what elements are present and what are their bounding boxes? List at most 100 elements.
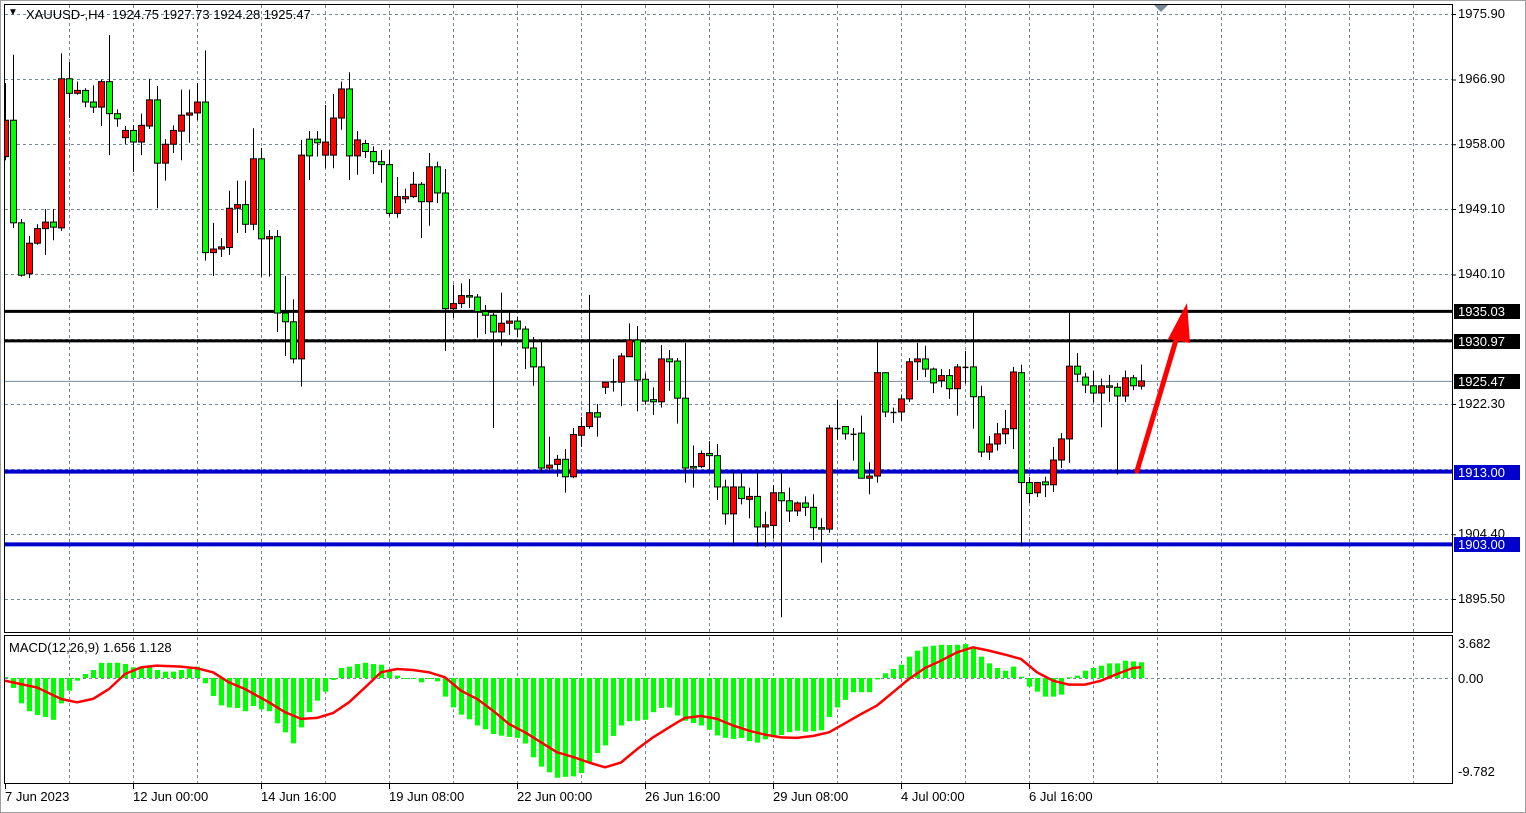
macd-histogram-bar: [675, 678, 680, 716]
macd-histogram-bar: [603, 678, 608, 746]
macd-histogram-bar: [1083, 670, 1088, 678]
macd-histogram-bar: [1011, 666, 1016, 678]
macd-histogram-bar: [91, 670, 96, 678]
macd-histogram-bar: [1059, 678, 1064, 695]
current-price-label: 1925.47: [1454, 373, 1520, 389]
macd-histogram-bar: [531, 678, 536, 758]
macd-histogram-bar: [131, 667, 136, 678]
candle-body: [66, 78, 73, 94]
candle: [890, 407, 897, 423]
macd-histogram-bar: [43, 678, 48, 717]
macd-histogram-bar: [147, 665, 152, 678]
candle-body: [1050, 459, 1057, 486]
chart-header: XAUUSD-,H4 1924.75 1927.73 1924.28 1925.…: [26, 7, 311, 22]
macd-histogram-bar: [203, 678, 208, 684]
candle: [266, 230, 273, 277]
macd-histogram-bar: [403, 678, 408, 679]
macd-histogram-bar: [307, 678, 312, 713]
candle-body: [282, 312, 289, 323]
candle: [922, 345, 929, 378]
candle: [210, 222, 217, 276]
chart-shift-marker-icon[interactable]: [1154, 5, 1168, 12]
macd-histogram-bar: [1035, 678, 1040, 692]
candle: [394, 176, 401, 218]
candle-body: [842, 426, 849, 435]
time-axis-label: 14 Jun 16:00: [261, 789, 337, 804]
candle: [650, 387, 657, 415]
macd-histogram-bar: [779, 678, 784, 735]
candle: [1122, 370, 1129, 402]
red-up-arrow-annotation[interactable]: [1134, 303, 1190, 474]
ohlc-readout: 1924.75 1927.73 1924.28 1925.47: [111, 7, 311, 22]
candle: [114, 109, 121, 127]
time-axis-label: 12 Jun 00:00: [133, 789, 209, 804]
macd-histogram-bar: [851, 678, 856, 693]
time-axis-label: 22 Jun 00:00: [517, 789, 593, 804]
candle-body: [258, 158, 265, 240]
macd-histogram-bar: [515, 678, 520, 738]
candle: [122, 126, 129, 145]
macd-histogram-bar: [187, 668, 192, 678]
time-axis-label: 19 Jun 08:00: [389, 789, 465, 804]
macd-histogram-bar: [635, 678, 640, 721]
candle: [322, 104, 329, 169]
collapse-triangle-icon[interactable]: ▼: [8, 7, 18, 18]
macd-histogram-bar: [339, 668, 344, 678]
candle-body: [450, 303, 457, 310]
candle: [538, 339, 545, 474]
macd-histogram-bar: [179, 670, 184, 678]
candle-body: [938, 375, 945, 382]
candle: [1098, 378, 1105, 428]
macd-histogram-bar: [587, 678, 592, 763]
candle: [402, 188, 409, 204]
candle: [1010, 366, 1017, 450]
macd-histogram-bar: [867, 678, 872, 693]
macd-histogram-bar: [827, 678, 832, 717]
macd-histogram-bar: [1075, 675, 1080, 678]
candle-body: [290, 321, 297, 360]
macd-histogram-bar: [835, 678, 840, 708]
candle: [818, 518, 825, 563]
candle-body: [690, 466, 697, 469]
candle: [706, 441, 713, 471]
candle-body: [98, 81, 105, 108]
candle: [986, 436, 993, 461]
candle-body: [194, 101, 201, 114]
support-price-label: 1913.00: [1454, 464, 1520, 480]
macd-histogram-bar: [355, 664, 360, 678]
candle: [482, 305, 489, 335]
candle-body: [1002, 428, 1009, 435]
candle: [354, 131, 361, 175]
candle-body: [426, 166, 433, 203]
candle: [674, 358, 681, 424]
macd-histogram-bar: [275, 678, 280, 724]
candle: [106, 35, 113, 156]
candle: [522, 326, 529, 370]
macd-histogram-bar: [83, 674, 88, 678]
candle: [378, 150, 385, 183]
candle: [1106, 374, 1113, 402]
candle: [634, 326, 641, 412]
candle: [770, 485, 777, 539]
macd-histogram-bar: [51, 678, 56, 720]
price-axis-label: 1975.90: [1458, 6, 1505, 21]
candle-body: [970, 366, 977, 398]
macd-histogram-bar: [859, 678, 864, 693]
candle: [274, 230, 281, 332]
macd-histogram-bar: [163, 671, 168, 678]
candle: [786, 487, 793, 522]
macd-histogram-bar: [195, 666, 200, 678]
candle-body: [554, 458, 561, 465]
macd-histogram-bar: [683, 678, 688, 721]
candle: [914, 342, 921, 380]
macd-histogram-bar: [27, 678, 32, 712]
macd-histogram-bar: [243, 678, 248, 712]
candle-body: [922, 358, 929, 370]
candle: [610, 358, 617, 392]
candle-body: [674, 360, 681, 399]
macd-signal-line: [5, 646, 1142, 769]
macd-histogram-bar: [667, 678, 672, 708]
macd-histogram-bar: [427, 678, 432, 679]
candle: [218, 238, 225, 258]
candle-body: [90, 101, 97, 108]
